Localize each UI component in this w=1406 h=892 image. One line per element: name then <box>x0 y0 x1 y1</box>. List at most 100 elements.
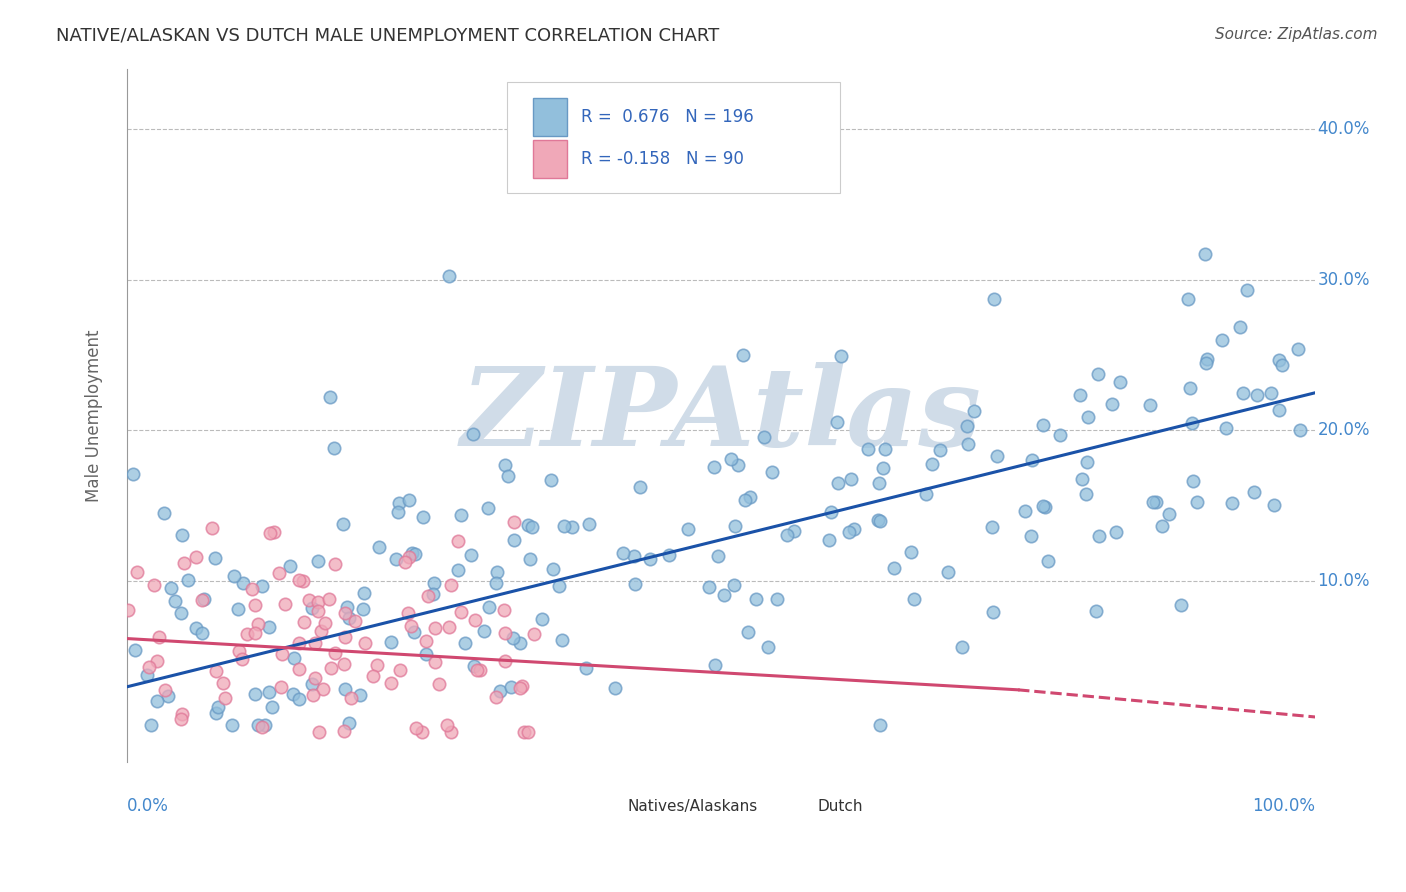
Point <box>260 699 283 714</box>
Point <box>169 607 191 621</box>
Point <box>1268 353 1291 368</box>
Point <box>827 475 849 490</box>
Point <box>1139 398 1161 412</box>
Point <box>1032 499 1054 513</box>
Point <box>404 547 426 561</box>
Point <box>447 563 470 577</box>
Point <box>485 576 508 591</box>
Point <box>153 506 176 520</box>
Point <box>489 684 512 698</box>
Point <box>155 683 177 698</box>
Point <box>172 528 194 542</box>
Point <box>250 721 273 735</box>
Point <box>439 269 461 284</box>
Point <box>578 516 600 531</box>
Point <box>191 626 214 640</box>
Point <box>1084 604 1107 618</box>
Point <box>301 677 323 691</box>
Point <box>398 492 420 507</box>
Text: NATIVE/ALASKAN VS DUTCH MALE UNEMPLOYMENT CORRELATION CHART: NATIVE/ALASKAN VS DUTCH MALE UNEMPLOYMEN… <box>56 27 720 45</box>
Point <box>1021 452 1043 467</box>
Point <box>226 602 249 616</box>
Point <box>287 635 309 649</box>
Point <box>422 587 444 601</box>
Point <box>302 688 325 702</box>
Point <box>1144 494 1167 508</box>
Point <box>207 700 229 714</box>
Point <box>1101 397 1123 411</box>
Point <box>124 642 146 657</box>
Point <box>1076 455 1098 469</box>
Point <box>405 721 427 735</box>
Point <box>259 526 281 541</box>
Point <box>523 627 546 641</box>
Point <box>380 676 402 690</box>
Point <box>914 487 936 501</box>
Point <box>404 624 426 639</box>
Point <box>440 725 463 739</box>
Point <box>143 578 166 592</box>
Point <box>517 725 540 739</box>
Point <box>522 520 544 534</box>
Point <box>612 546 634 560</box>
Point <box>323 557 346 571</box>
Point <box>184 622 207 636</box>
Point <box>540 473 562 487</box>
Point <box>477 501 499 516</box>
Point <box>278 559 301 574</box>
Point <box>468 663 491 677</box>
Point <box>204 664 226 678</box>
Point <box>1152 519 1174 533</box>
Point <box>957 437 980 451</box>
Point <box>1232 386 1254 401</box>
Point <box>291 574 314 588</box>
Point <box>478 600 501 615</box>
Point <box>337 610 360 624</box>
Point <box>929 443 952 458</box>
Point <box>436 717 458 731</box>
Point <box>1236 283 1258 297</box>
Point <box>146 694 169 708</box>
Point <box>830 349 852 363</box>
Point <box>460 549 482 563</box>
Point <box>519 552 541 566</box>
Text: Source: ZipAtlas.com: Source: ZipAtlas.com <box>1215 27 1378 42</box>
Point <box>921 457 943 471</box>
Point <box>1185 494 1208 508</box>
Point <box>211 676 233 690</box>
Point <box>820 505 842 519</box>
Point <box>344 614 367 628</box>
Point <box>437 620 460 634</box>
Point <box>214 691 236 706</box>
Point <box>308 725 330 739</box>
Point <box>503 516 526 530</box>
Point <box>839 472 862 486</box>
Point <box>486 566 509 580</box>
Point <box>868 513 890 527</box>
Point <box>553 519 575 533</box>
Point <box>676 522 699 536</box>
Point <box>146 654 169 668</box>
Point <box>465 664 488 678</box>
Point <box>127 565 149 579</box>
Point <box>288 573 311 587</box>
Text: 100.0%: 100.0% <box>1253 797 1315 815</box>
Point <box>184 550 207 565</box>
Point <box>551 633 574 648</box>
Point <box>138 660 160 674</box>
Point <box>159 581 181 595</box>
Point <box>1177 292 1199 306</box>
Point <box>401 546 423 560</box>
Point <box>353 586 375 600</box>
Point <box>1194 247 1216 261</box>
Point <box>323 441 346 455</box>
Point <box>270 680 292 694</box>
Point <box>165 593 187 607</box>
Point <box>1033 500 1056 514</box>
Point <box>1087 367 1109 381</box>
Point <box>335 600 357 615</box>
Point <box>263 524 285 539</box>
Point <box>352 602 374 616</box>
Point <box>318 592 340 607</box>
Point <box>1195 356 1218 370</box>
